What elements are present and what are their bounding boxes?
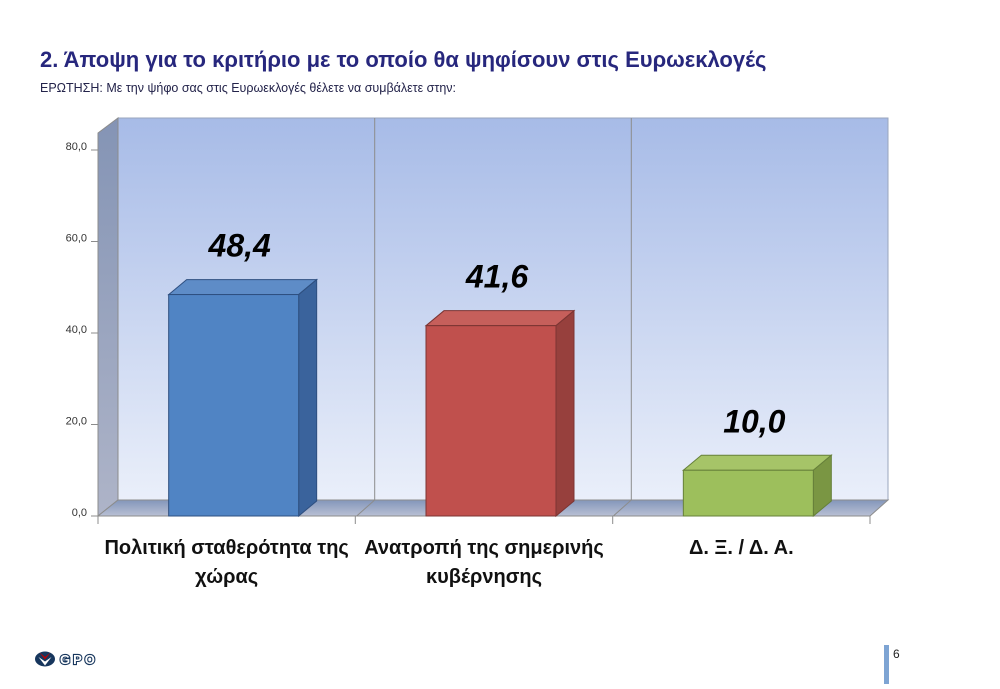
value-labels: 48,4 41,6 10,0 (208, 228, 786, 440)
bar-value-label: 48,4 (208, 228, 271, 264)
y-axis: 0,0 20,0 40,0 60,0 80,0 (66, 141, 98, 519)
bar-top-face (424, 310, 576, 327)
y-tick-label: 80,0 (66, 141, 87, 153)
bar-0 (167, 278, 319, 518)
logo-red-chevron-icon (39, 652, 51, 660)
page-number: 6 (893, 647, 900, 661)
category-separators (97, 118, 871, 524)
category-label: Δ. Ξ. / Δ. Α. (689, 537, 794, 559)
bar-front-face (425, 325, 557, 517)
bar-1 (424, 309, 576, 518)
y-tick-label: 0,0 (72, 507, 87, 519)
category-label: Πολιτική σταθερότητα της χώρας (104, 537, 349, 588)
bar-side-face (555, 309, 575, 518)
bar-value-label: 10,0 (723, 403, 785, 439)
bar-top-face (167, 279, 319, 296)
logo-white-chevron-icon (38, 657, 52, 666)
page-subtitle: ΕΡΩΤΗΣΗ: Με την ψήφο σας στις Ευρωεκλογέ… (40, 81, 456, 95)
category-label: Ανατροπή της σημερινής κυβέρνησης (364, 537, 604, 588)
bars (167, 278, 833, 518)
bar-top-face (681, 454, 833, 471)
y-tick-label: 20,0 (66, 416, 87, 428)
bar-side-face (298, 278, 318, 518)
chart-left-wall (97, 117, 119, 518)
bar-value-label: 41,6 (465, 259, 528, 295)
gpo-logo: GPO (35, 651, 98, 668)
page-number-bar (884, 645, 889, 684)
bar-front-face (682, 469, 814, 517)
y-tick-label: 40,0 (66, 324, 87, 336)
y-tick-label: 60,0 (66, 233, 87, 245)
page-title: 2. Άποψη για το κριτήριο με το οποίο θα … (40, 47, 767, 72)
bar-2 (681, 454, 833, 518)
bar-front-face (168, 294, 300, 517)
logo-text: GPO (60, 652, 98, 667)
